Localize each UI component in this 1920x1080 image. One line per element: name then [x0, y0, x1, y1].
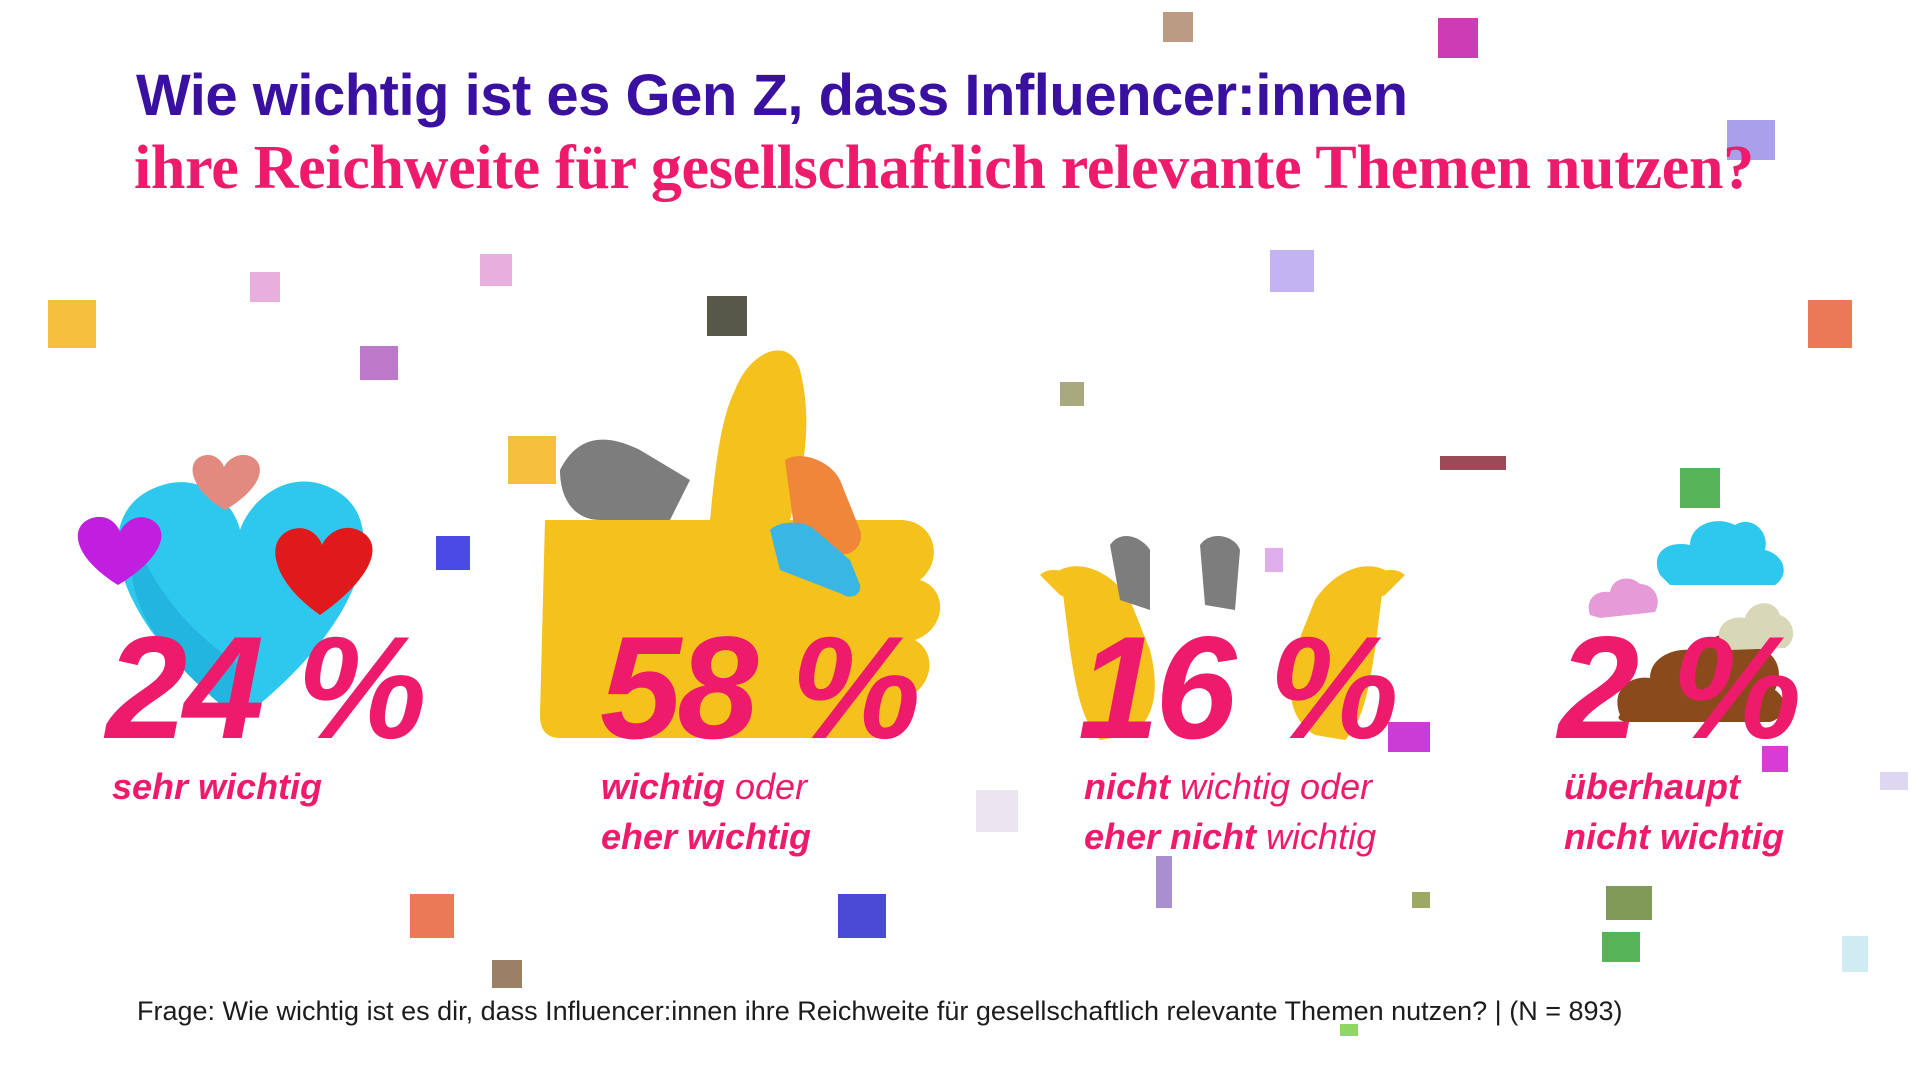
decorative-pixel [480, 254, 512, 286]
decorative-pixel [508, 436, 556, 484]
decorative-pixel [1438, 18, 1478, 58]
decorative-pixel [976, 790, 1018, 832]
label-bold: wichtig [601, 766, 725, 807]
heart-emojis-icon [77, 454, 373, 720]
decorative-pixel [1388, 722, 1430, 752]
decorative-pixel [707, 296, 747, 336]
decorative-pixel [1156, 856, 1172, 908]
value-label-wichtig: 58 % [600, 606, 921, 769]
decorative-pixel [1060, 382, 1084, 406]
label-regular: wichtig oder [1170, 766, 1373, 807]
label-bold: sehr wichtig [112, 766, 323, 807]
decorative-pixel [1606, 886, 1652, 920]
category-label-wichtig: wichtig oder eher wichtig [601, 762, 811, 862]
decorative-pixel [250, 272, 280, 302]
decorative-pixel [1412, 892, 1430, 908]
poop-emojis-icon [1588, 521, 1794, 722]
decorative-pixel [48, 300, 96, 348]
decorative-pixel [1808, 300, 1852, 348]
value-label-sehr-wichtig: 24 % [106, 606, 427, 769]
label-bold: nicht [1084, 766, 1170, 807]
decorative-pixel [1680, 468, 1720, 508]
category-label-sehr-wichtig: sehr wichtig [112, 762, 322, 812]
decorative-pixel [1440, 456, 1506, 470]
decorative-pixel [1602, 932, 1640, 962]
decorative-pixel [360, 346, 398, 380]
label-regular: wichtig [1256, 816, 1377, 857]
decorative-pixel [492, 960, 522, 988]
value-label-nicht-wichtig: 16 % [1078, 606, 1399, 769]
title-line-1: Wie wichtig ist es Gen Z, dass Influence… [136, 63, 1408, 128]
decorative-pixel [1842, 936, 1868, 972]
decorative-pixel [1163, 12, 1193, 42]
decorative-pixel [1340, 1024, 1358, 1036]
footnote: Frage: Wie wichtig ist es dir, dass Infl… [137, 996, 1623, 1026]
category-label-ueberhaupt-nicht: überhaupt nicht wichtig [1564, 762, 1784, 862]
open-hands-icon [1040, 535, 1405, 740]
decorative-pixel [838, 894, 886, 938]
title-line-2: ihre Reichweite für gesellschaftlich rel… [134, 134, 1754, 202]
label-regular: oder [725, 766, 808, 807]
thumbs-up-icon [540, 350, 941, 738]
label-bold: nicht wichtig [1564, 816, 1784, 857]
decorative-pixel [1270, 250, 1314, 292]
decorative-pixel [1265, 548, 1283, 572]
decorative-pixel [1727, 120, 1775, 160]
label-bold: eher nicht [1084, 816, 1257, 857]
label-bold: überhaupt [1564, 766, 1740, 807]
decorative-pixel [1880, 772, 1908, 790]
category-label-nicht-wichtig: nicht wichtig oder eher nicht wichtig [1084, 762, 1376, 862]
decorative-pixel [436, 536, 470, 570]
value-label-ueberhaupt-nicht: 2 % [1558, 606, 1802, 769]
label-bold: eher wichtig [601, 816, 812, 857]
decorative-pixel [410, 894, 454, 938]
decorative-pixel [1762, 746, 1788, 772]
